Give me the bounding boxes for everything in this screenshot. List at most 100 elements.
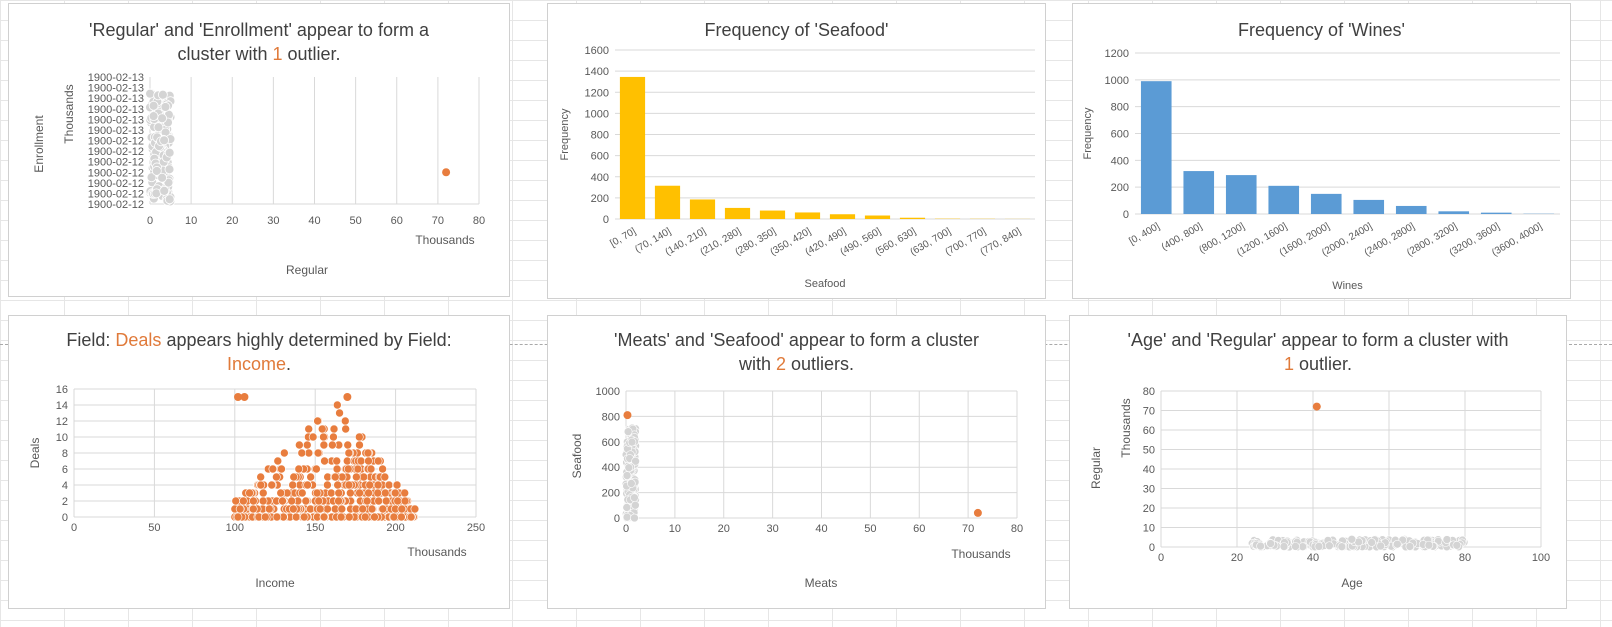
data-point (359, 472, 369, 482)
x-axis-title: Seafood (805, 278, 846, 290)
cluster-point (1405, 542, 1415, 551)
chart-regular-enrollment[interactable]: 'Regular' and 'Enrollment' appear to for… (8, 3, 510, 297)
x-tick-label: 80 (1011, 523, 1023, 535)
y-tick-label: 1900-02-12 (88, 188, 144, 200)
data-point (273, 456, 283, 466)
data-point (301, 496, 311, 506)
data-point (323, 504, 332, 514)
data-point (303, 480, 312, 490)
cluster-point (148, 111, 159, 122)
bar (1480, 212, 1512, 214)
cluster-point (623, 427, 633, 436)
data-point (352, 472, 361, 482)
x-tick-label: 10 (669, 523, 681, 535)
y-tick-label: 20 (1143, 503, 1155, 515)
cluster-point (1424, 540, 1434, 550)
cluster-point (164, 147, 175, 158)
data-point (355, 440, 364, 450)
x-tick-label: 100 (1532, 552, 1550, 564)
data-point (306, 472, 315, 482)
y-unit-label: Thousands (62, 84, 76, 143)
y-tick-label: 30 (1143, 484, 1155, 496)
x-tick-label: 30 (767, 523, 779, 535)
data-point (302, 440, 312, 450)
x-tick-label: 70 (432, 215, 444, 227)
y-tick-label: 400 (1111, 155, 1129, 167)
y-tick-label: 6 (62, 464, 68, 476)
data-point (373, 480, 383, 490)
y-axis-title: Seafood (570, 434, 584, 479)
data-point (364, 488, 373, 498)
data-point (288, 480, 297, 490)
data-point (234, 393, 243, 401)
bar (654, 185, 681, 219)
cluster-point (1337, 542, 1347, 551)
data-point (389, 512, 399, 522)
data-point (374, 496, 383, 506)
data-point (304, 424, 314, 434)
y-tick-label: 600 (1111, 129, 1129, 141)
data-point (287, 496, 296, 506)
outlier-point (442, 168, 451, 177)
chart-deals-income[interactable]: Field: Deals appears highly determined b… (8, 315, 510, 609)
data-point (299, 512, 309, 522)
data-point (364, 456, 373, 466)
y-tick-label: 1000 (585, 108, 609, 120)
cluster-point (627, 437, 637, 447)
chart-title: Frequency of 'Seafood' (704, 20, 889, 40)
data-point (363, 448, 373, 458)
y-unit-label: Thousands (1119, 398, 1133, 457)
x-tick-label: 10 (185, 215, 197, 227)
y-tick-label: 1000 (596, 386, 620, 398)
y-tick-label: 800 (602, 411, 620, 423)
data-point (312, 464, 321, 474)
data-point (358, 504, 368, 514)
x-tick-label: 20 (718, 523, 730, 535)
data-point (380, 488, 390, 498)
cluster-point (157, 89, 168, 100)
x-tick-label: 60 (913, 523, 925, 535)
cluster-point (627, 479, 636, 488)
data-point (280, 448, 289, 458)
data-point (231, 496, 241, 506)
data-point (319, 440, 329, 450)
outlier-point (623, 411, 632, 420)
data-point (373, 488, 383, 498)
data-point (344, 512, 354, 522)
chart-meats-seafood[interactable]: 'Meats' and 'Seafood' appear to form a c… (547, 315, 1046, 609)
cluster-point (157, 113, 168, 124)
data-point (400, 496, 410, 506)
y-tick-label: 10 (56, 432, 68, 444)
data-point (297, 488, 307, 498)
data-point (400, 488, 410, 498)
data-point (314, 496, 324, 506)
data-point (308, 432, 318, 442)
bar (1438, 211, 1470, 214)
data-point (346, 488, 355, 498)
y-tick-label: 800 (591, 130, 609, 142)
y-tick-label: 1600 (585, 45, 609, 57)
y-tick-label: 4 (62, 480, 68, 492)
chart-age-regular[interactable]: 'Age' and 'Regular' appear to form a clu… (1069, 315, 1567, 609)
bar (899, 217, 926, 219)
y-tick-label: 1900-02-13 (88, 83, 144, 95)
data-point (344, 448, 354, 458)
y-tick-label: 12 (56, 416, 68, 428)
data-point (235, 504, 245, 514)
chart-wines-frequency[interactable]: Frequency of 'Wines' 0 200 400 600 800 1000 12… (1072, 3, 1571, 299)
x-tick-label: 20 (1231, 552, 1243, 564)
data-point (378, 504, 388, 514)
cluster-point (145, 88, 155, 99)
data-point (258, 488, 268, 498)
chart-title: Field: Deals appears highly determined b… (66, 330, 452, 374)
cluster-point (631, 500, 640, 510)
data-point (289, 472, 299, 482)
chart-seafood-frequency[interactable]: Frequency of 'Seafood' 0 200 400 600 800 1000… (547, 3, 1046, 299)
data-point (256, 472, 265, 482)
data-point (333, 480, 342, 490)
cluster-point (1442, 535, 1452, 544)
data-point (233, 512, 243, 522)
x-tick-label: 250 (467, 522, 485, 534)
data-point (380, 472, 390, 482)
